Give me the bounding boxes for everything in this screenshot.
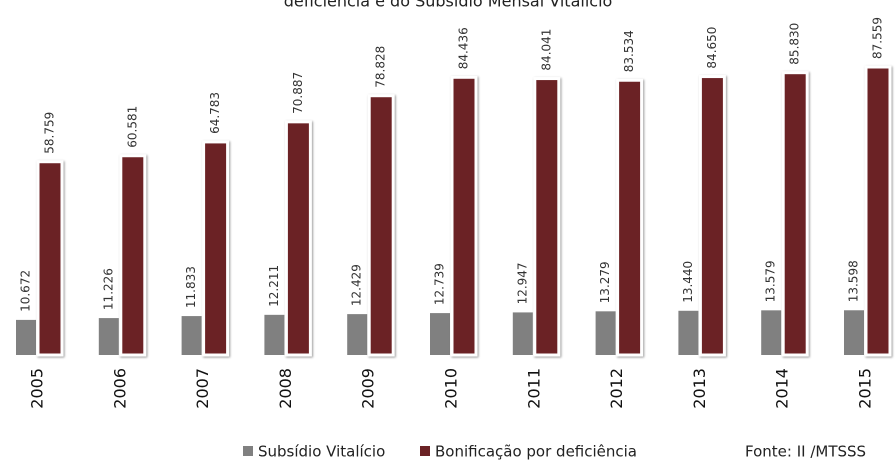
x-tick-label: 2015 xyxy=(856,368,875,409)
x-tick-label: 2008 xyxy=(276,368,295,409)
x-tick-label: 2010 xyxy=(442,368,461,409)
bar xyxy=(781,71,809,357)
x-tick-label: 2011 xyxy=(524,368,543,409)
data-label: 11.226 xyxy=(101,268,115,310)
data-label: 13.440 xyxy=(681,261,695,303)
bar xyxy=(16,319,36,355)
x-tick-label: 2012 xyxy=(607,368,626,409)
bar xyxy=(119,154,147,357)
x-tick-label: 2009 xyxy=(359,368,378,409)
bar xyxy=(36,160,64,357)
data-label: 11.833 xyxy=(184,266,198,308)
data-label: 85.830 xyxy=(788,23,802,65)
bar xyxy=(616,78,644,357)
data-label: 78.828 xyxy=(374,46,388,88)
data-label: 84.436 xyxy=(457,27,471,69)
legend-swatch xyxy=(243,446,253,456)
bar xyxy=(698,75,726,357)
data-label: 64.783 xyxy=(208,92,222,134)
data-label: 12.429 xyxy=(350,264,364,306)
legend-label: Bonificação por deficiência xyxy=(435,443,637,461)
data-label: 12.739 xyxy=(433,263,447,305)
data-label: 60.581 xyxy=(125,106,139,148)
data-label: 12.947 xyxy=(515,262,529,304)
x-tick-label: 2013 xyxy=(690,368,709,409)
bar xyxy=(98,318,119,355)
data-label: 58.759 xyxy=(43,112,57,154)
bar xyxy=(533,77,561,357)
x-tick-label: 2014 xyxy=(773,368,792,409)
data-label: 13.579 xyxy=(764,260,778,302)
x-tick-label: 2007 xyxy=(193,368,212,409)
legend-label: Subsídio Vitalício xyxy=(258,443,385,461)
bar xyxy=(367,94,395,357)
bar xyxy=(678,310,699,355)
bar xyxy=(264,314,285,355)
data-label: 87.559 xyxy=(871,17,885,59)
data-label: 84.650 xyxy=(705,27,719,69)
bar xyxy=(284,120,312,357)
bar xyxy=(181,316,202,355)
data-label: 12.211 xyxy=(267,265,281,307)
x-tick-label: 2005 xyxy=(28,368,47,409)
data-label: 70.887 xyxy=(291,72,305,114)
chart-title: deficiência e do Subsídio Mensal Vitalíc… xyxy=(284,0,613,11)
bar xyxy=(430,313,450,355)
bar xyxy=(347,314,368,355)
bar xyxy=(450,75,478,357)
x-tick-label: 2006 xyxy=(110,368,129,409)
bar xyxy=(844,310,864,355)
legend-swatch xyxy=(420,446,430,456)
data-label: 13.279 xyxy=(598,261,612,303)
bar xyxy=(512,312,533,355)
data-label: 13.598 xyxy=(847,260,861,302)
data-label: 83.534 xyxy=(622,30,636,72)
source: Fonte: II /MTSSS xyxy=(745,443,866,461)
data-label: 84.041 xyxy=(539,29,553,71)
bar xyxy=(595,311,616,355)
bar xyxy=(202,140,230,357)
bar xyxy=(864,65,892,357)
bar xyxy=(761,310,782,355)
data-label: 10.672 xyxy=(19,270,33,312)
